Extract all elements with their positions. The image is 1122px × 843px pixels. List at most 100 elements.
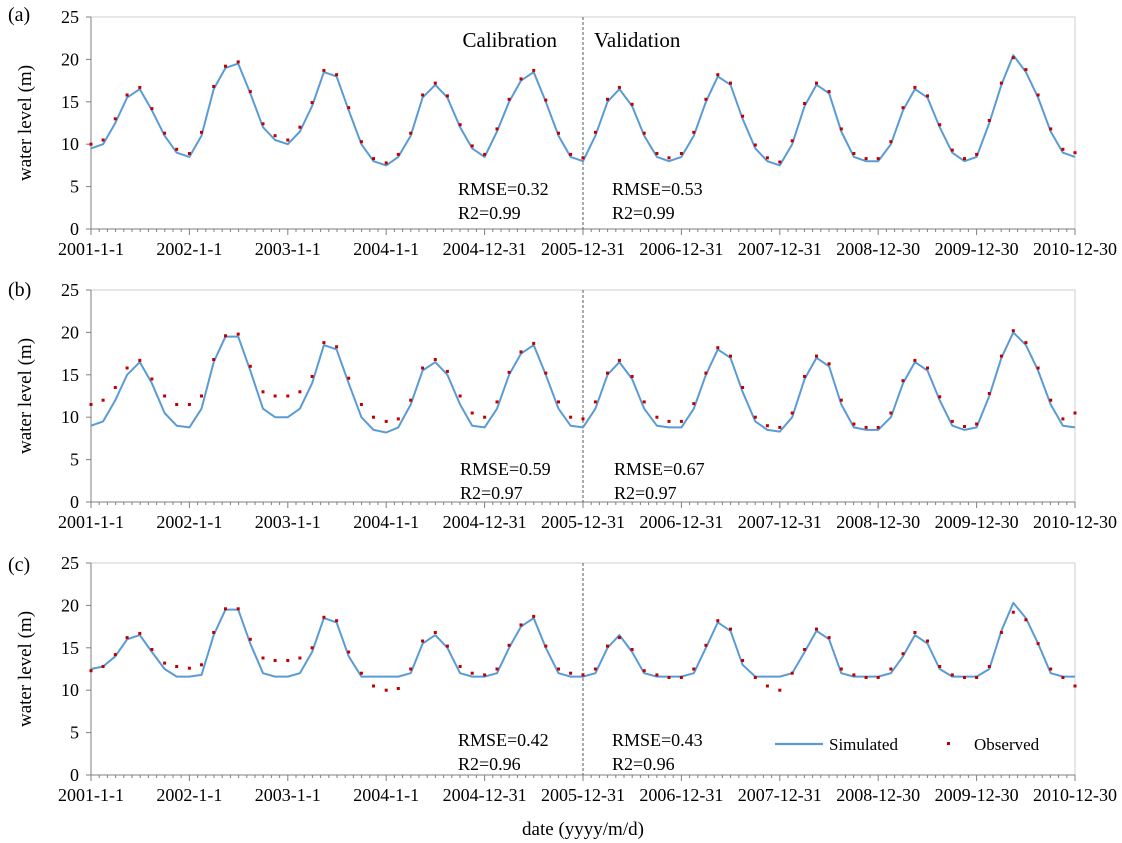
observed-point-a (335, 73, 339, 77)
observed-point-a (519, 77, 523, 81)
observed-point-b (692, 402, 696, 406)
observed-point-c (839, 667, 843, 671)
observed-point-b (987, 392, 991, 395)
x-tick-label: 2003-1-1 (255, 239, 321, 259)
x-tick-label: 2004-1-1 (353, 785, 419, 805)
observed-point-a (753, 143, 757, 147)
observed-point-b (864, 425, 868, 429)
observed-point-b (359, 403, 363, 406)
observed-point-b (347, 376, 351, 380)
observed-point-a (359, 140, 363, 144)
observed-point-a (617, 85, 621, 89)
observed-point-b (667, 419, 671, 423)
observed-point-b (519, 350, 523, 354)
observed-point-a (606, 97, 609, 101)
observed-point-b (889, 411, 893, 415)
rmse-validation-c: RMSE=0.43 (612, 730, 703, 750)
x-tick-label: 2001-1-1 (58, 512, 124, 532)
observed-point-b (569, 415, 573, 419)
observed-point-b (606, 371, 609, 375)
observed-point-b (1073, 411, 1077, 415)
observed-point-c (495, 667, 499, 671)
observed-point-c (999, 631, 1003, 634)
observed-point-c (679, 676, 683, 679)
x-tick-label: 2007-12-31 (738, 239, 822, 259)
observed-point-b (261, 390, 265, 394)
observed-point-a (396, 152, 400, 156)
legend-observed-swatch (947, 742, 950, 745)
y-tick-label: 5 (70, 177, 79, 197)
y-axis-label-c: water level (m) (15, 611, 36, 727)
observed-point-c (224, 607, 227, 611)
observed-point-c (421, 639, 425, 643)
observed-point-c (827, 636, 831, 640)
observed-point-c (913, 631, 917, 634)
observed-point-b (839, 398, 843, 402)
observed-point-a (963, 157, 966, 161)
x-tick-label: 2003-1-1 (255, 512, 321, 532)
x-tick-label: 2005-12-31 (541, 512, 625, 532)
x-tick-label: 2008-12-30 (836, 239, 920, 259)
rmse-calibration-a: RMSE=0.32 (458, 179, 549, 199)
r2-calibration-a: R2=0.99 (458, 203, 521, 223)
x-tick-label: 2010-12-30 (1033, 785, 1117, 805)
observed-point-c (963, 676, 966, 679)
legend-simulated-label: Simulated (829, 735, 898, 754)
observed-point-b (483, 415, 487, 419)
legend: Simulated Observed (775, 735, 1040, 754)
observed-point-b (113, 386, 117, 389)
x-tick-label: 2002-1-1 (156, 239, 222, 259)
x-tick-label: 2009-12-30 (935, 512, 1019, 532)
observed-point-c (335, 619, 339, 623)
legend-observed-label: Observed (974, 735, 1040, 754)
observed-point-b (322, 341, 326, 345)
y-tick-label: 10 (61, 680, 79, 700)
observed-point-b (729, 354, 732, 358)
observed-point-a (679, 152, 683, 155)
x-tick-label: 2004-1-1 (353, 239, 419, 259)
observed-point-a (803, 102, 807, 105)
observed-point-b (101, 398, 105, 402)
observed-point-c (889, 667, 893, 671)
observed-point-c (765, 684, 769, 688)
observed-point-a (704, 97, 708, 101)
observed-point-b (1011, 329, 1015, 333)
observed-point-a (187, 152, 191, 155)
observed-point-c (458, 665, 462, 668)
observed-point-a (532, 68, 536, 72)
observed-point-c (741, 659, 745, 662)
observed-point-b (372, 415, 375, 419)
x-tick-label: 2006-12-31 (639, 239, 723, 259)
observed-point-a (433, 81, 437, 85)
rmse-validation-a: RMSE=0.53 (612, 179, 703, 199)
observed-point-a (224, 64, 227, 68)
observed-point-b (926, 366, 929, 370)
x-tick-label: 2002-1-1 (156, 785, 222, 805)
observed-point-a (347, 106, 351, 110)
observed-point-c (359, 671, 363, 675)
x-tick-label: 2001-1-1 (58, 239, 124, 259)
observed-point-c (1011, 610, 1015, 614)
observed-point-b (335, 345, 339, 349)
observed-point-c (519, 623, 523, 627)
y-axis-label-b: water level (m) (15, 338, 36, 454)
observed-point-b (901, 379, 905, 383)
y-tick-label: 10 (61, 407, 79, 427)
observed-point-b (224, 334, 227, 338)
observed-point-b (458, 394, 462, 398)
observed-point-a (322, 68, 326, 72)
observed-point-b (396, 417, 400, 421)
r2-validation-b: R2=0.97 (614, 483, 677, 503)
rmse-validation-b: RMSE=0.67 (614, 459, 705, 479)
observed-point-c (298, 656, 302, 660)
observed-point-a (815, 81, 818, 85)
observed-point-a (544, 98, 548, 102)
observed-point-a (298, 125, 302, 129)
observed-point-a (999, 81, 1003, 85)
observed-point-a (1073, 151, 1077, 155)
observed-point-c (692, 667, 696, 671)
observed-point-b (433, 358, 437, 361)
observed-point-a (557, 131, 560, 135)
observed-point-a (1011, 56, 1015, 60)
y-tick-label: 5 (70, 450, 79, 470)
